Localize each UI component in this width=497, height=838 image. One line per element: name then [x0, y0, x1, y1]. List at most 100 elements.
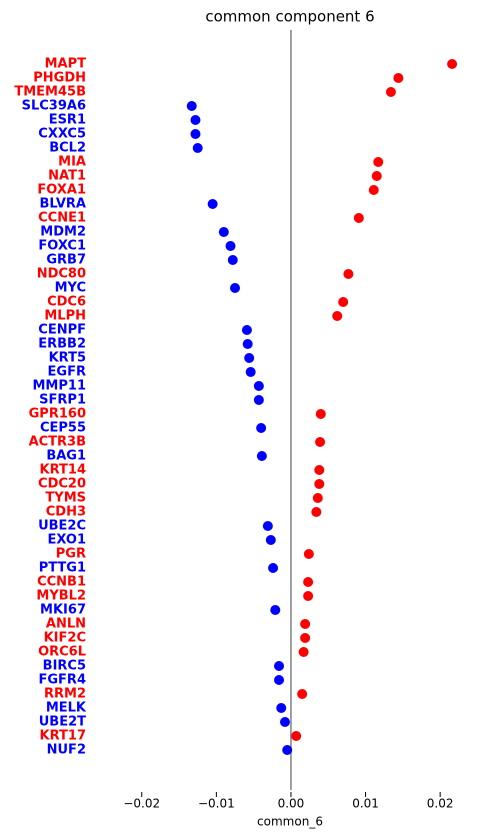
y-tick-label: MDM2: [40, 225, 86, 240]
dot: [368, 185, 379, 195]
y-tick-label: BLVRA: [39, 197, 86, 212]
y-tick-label: ANLN: [46, 617, 86, 632]
y-tick-label: CENPF: [38, 323, 86, 338]
x-tick-label: 0.02: [427, 797, 454, 811]
y-tick-label: UBE2C: [38, 519, 86, 534]
y-tick-label: FOXA1: [37, 183, 86, 198]
dot: [230, 283, 241, 293]
dot: [303, 549, 314, 559]
y-tick-label: MLPH: [44, 309, 86, 324]
dot: [279, 717, 290, 727]
dot: [343, 269, 354, 279]
dot: [253, 381, 264, 391]
dot: [265, 535, 276, 545]
y-tick-label: FGFR4: [39, 673, 87, 688]
y-tick-label: SFRP1: [39, 393, 86, 408]
dot: [373, 157, 384, 167]
y-tick-label: FOXC1: [38, 239, 86, 254]
y-tick-label: CEP55: [40, 421, 86, 436]
dot: [300, 619, 311, 629]
y-tick-label: NDC80: [37, 267, 86, 282]
y-tick-label: MMP11: [33, 379, 87, 394]
dot: [274, 661, 285, 671]
dot: [312, 493, 323, 503]
dot: [186, 101, 197, 111]
y-tick-label: PTTG1: [39, 561, 86, 576]
dot: [300, 633, 311, 643]
y-tick-label: BIRC5: [43, 659, 86, 674]
y-tick-label: MAPT: [45, 57, 87, 72]
y-tick-label: CCNB1: [37, 575, 86, 590]
y-tick-label: PGR: [56, 547, 86, 562]
dot: [315, 437, 326, 447]
y-tick-label: BCL2: [49, 141, 86, 156]
x-tick-label: −0.01: [198, 797, 235, 811]
dot: [298, 647, 309, 657]
y-tick-label: ESR1: [49, 113, 86, 128]
y-tick-label: SLC39A6: [22, 99, 86, 114]
y-tick-label: KRT5: [49, 351, 86, 366]
y-tick-label: MKI67: [40, 603, 86, 618]
dot: [270, 605, 281, 615]
dot: [282, 745, 293, 755]
x-axis-label: common_6: [257, 815, 323, 829]
dot: [371, 171, 382, 181]
y-tick-label: ORC6L: [38, 645, 86, 660]
y-tick-label: MELK: [46, 701, 87, 716]
dot: [242, 339, 253, 349]
y-tick-label: BAG1: [46, 449, 86, 464]
dot: [262, 521, 273, 531]
dot: [303, 591, 314, 601]
x-tick-label: 0.01: [352, 797, 379, 811]
dot: [314, 465, 325, 475]
y-tick-label: ACTR3B: [29, 435, 86, 450]
y-tick-label: KIF2C: [44, 631, 86, 646]
dot: [297, 689, 308, 699]
y-tick-label: GRB7: [46, 253, 86, 268]
dot: [447, 59, 458, 69]
y-tick-label: MIA: [58, 155, 86, 170]
chart-title: common component 6: [205, 8, 374, 26]
dot: [268, 563, 279, 573]
y-tick-label: NUF2: [47, 743, 86, 758]
dot: [190, 129, 201, 139]
y-tick-label: GPR160: [29, 407, 86, 422]
dot: [207, 199, 218, 209]
dot: [393, 73, 404, 83]
y-tick-label: UBE2T: [39, 715, 86, 730]
dot: [225, 241, 236, 251]
y-tick-label: TYMS: [45, 491, 86, 506]
y-tick-label: CDH3: [46, 505, 86, 520]
dot: [303, 577, 314, 587]
dot: [245, 367, 256, 377]
y-tick-label: MYBL2: [36, 589, 86, 604]
dot: [227, 255, 238, 265]
y-tick-label: KRT14: [40, 463, 86, 478]
y-tick-label: RRM2: [44, 687, 86, 702]
y-tick-label: CDC20: [38, 477, 86, 492]
dot: [385, 87, 396, 97]
dot: [241, 325, 252, 335]
dot: [192, 143, 203, 153]
x-tick-label: −0.02: [123, 797, 160, 811]
dot: [256, 451, 267, 461]
y-tick-label: CXXC5: [38, 127, 86, 142]
dot: [218, 227, 229, 237]
dot: [256, 423, 267, 433]
y-tick-label: ERBB2: [38, 337, 86, 352]
dot: [274, 675, 285, 685]
dot: [315, 409, 326, 419]
dot: [338, 297, 349, 307]
x-tick-label: 0.00: [278, 797, 305, 811]
y-tick-label: EXO1: [47, 533, 86, 548]
dot: [311, 507, 322, 517]
y-tick-label: PHGDH: [33, 71, 86, 86]
y-tick-label: MYC: [55, 281, 86, 296]
y-tick-label: EGFR: [48, 365, 86, 380]
dot: [314, 479, 325, 489]
dot: [276, 703, 287, 713]
dot: [332, 311, 343, 321]
y-tick-label: NAT1: [48, 169, 86, 184]
dot: [190, 115, 201, 125]
